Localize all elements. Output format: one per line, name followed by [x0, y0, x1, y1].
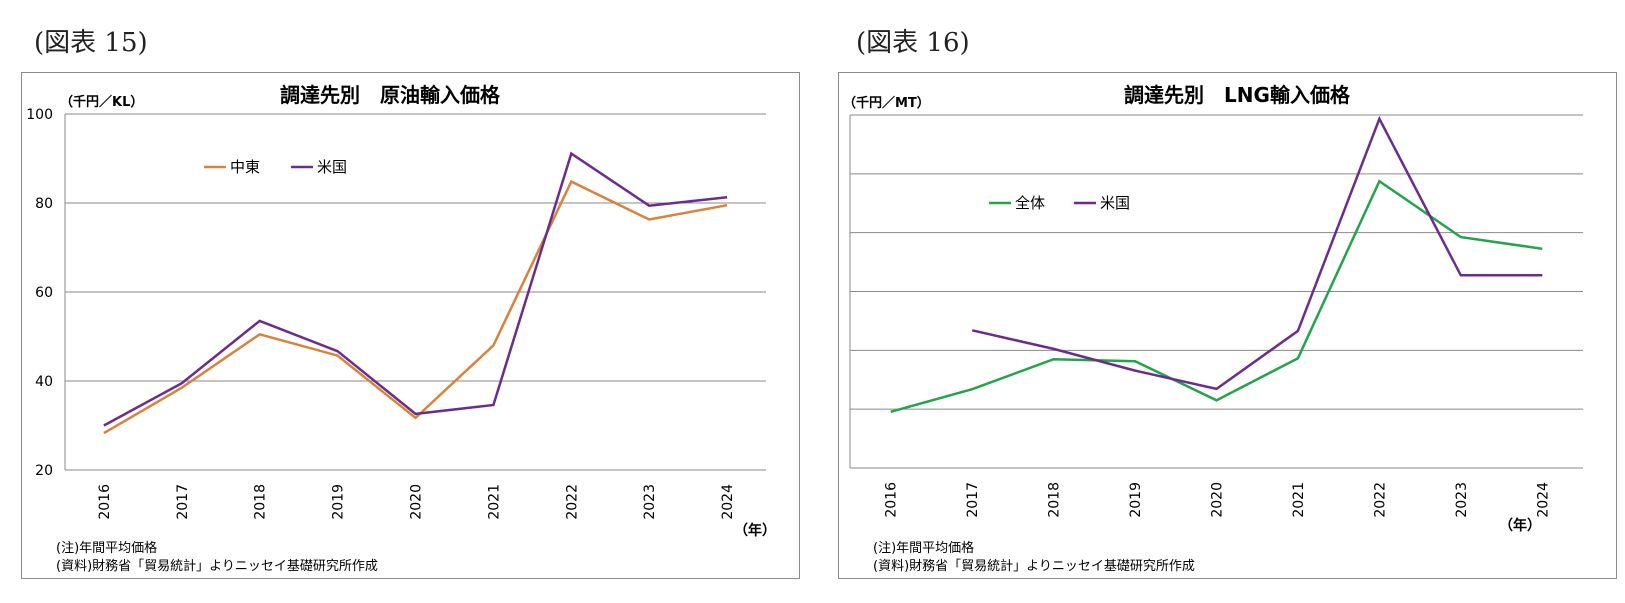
- y-tick-label: 40: [35, 374, 53, 390]
- x-axis-unit-label: （年）: [1499, 517, 1541, 534]
- x-tick-label: 2024: [720, 484, 736, 520]
- x-tick-label: 2019: [1128, 482, 1144, 518]
- x-tick-label: 2022: [564, 484, 580, 520]
- crude-oil-price-chart: 調達先別 原油輸入価格 （千円／KL） 20 40 60 80 100 2016 2017 201…: [26, 83, 776, 539]
- chart-source: (資料)財務省「貿易統計」よりニッセイ基礎研究所作成: [56, 559, 378, 574]
- y-axis-unit-label: （千円／KL）: [60, 94, 143, 110]
- legend-label-2: 米国: [317, 158, 347, 176]
- x-tick-label: 2017: [965, 482, 981, 518]
- x-tick-label: 2020: [409, 484, 425, 520]
- legend-label-1: 全体: [1015, 194, 1045, 212]
- chart-source: (資料)財務省「貿易統計」よりニッセイ基礎研究所作成: [873, 559, 1195, 574]
- x-tick-label: 2021: [486, 484, 502, 520]
- series-line-1: [103, 179, 728, 435]
- figure-16-caption: (図表 16): [856, 28, 970, 58]
- x-tick-label: 2020: [1210, 482, 1226, 518]
- y-tick-label: 20: [35, 463, 53, 479]
- chart-title: 調達先別 原油輸入価格: [280, 83, 501, 107]
- x-tick-label: 2016: [884, 482, 900, 518]
- x-tick-label: 2024: [1535, 482, 1551, 518]
- x-tick-label: 2018: [253, 484, 269, 520]
- x-axis-unit-label: （年）: [734, 522, 776, 539]
- x-tick-label: 2017: [175, 484, 191, 520]
- y-tick-label: 60: [35, 285, 53, 301]
- crude-oil-price-chart-panel: 調達先別 原油輸入価格 （千円／KL） 20 40 60 80 100 2016 2017 201…: [21, 72, 800, 579]
- y-axis-unit-label: （千円／MT）: [843, 95, 930, 111]
- x-tick-label: 2022: [1372, 482, 1388, 518]
- series-line-2: [103, 151, 728, 427]
- y-tick-label: 80: [35, 196, 53, 212]
- lng-price-chart: 調達先別 LNG輸入価格（千円／MT）204060801001201402016…: [843, 83, 1583, 534]
- legend-label-1: 中東: [230, 158, 260, 176]
- chart-title: 調達先別 LNG輸入価格: [1124, 83, 1351, 107]
- x-tick-label: 2023: [1454, 482, 1470, 518]
- x-tick-label: 2021: [1291, 482, 1307, 518]
- series-line-1: [890, 179, 1543, 414]
- x-tick-label: 2016: [97, 484, 113, 520]
- x-tick-label: 2023: [642, 484, 658, 520]
- chart-note: (注)年間平均価格: [873, 541, 975, 556]
- x-tick-label: 2018: [1047, 482, 1063, 518]
- figure-15-caption: (図表 15): [34, 28, 148, 58]
- y-tick-label: 100: [26, 107, 53, 123]
- lng-price-chart-panel: 調達先別 LNG輸入価格（千円／MT）204060801001201402016…: [838, 72, 1617, 579]
- x-tick-label: 2019: [331, 484, 347, 520]
- chart-note: (注)年間平均価格: [56, 541, 158, 556]
- legend-label-2: 米国: [1100, 194, 1130, 212]
- series-line-2: [971, 115, 1543, 391]
